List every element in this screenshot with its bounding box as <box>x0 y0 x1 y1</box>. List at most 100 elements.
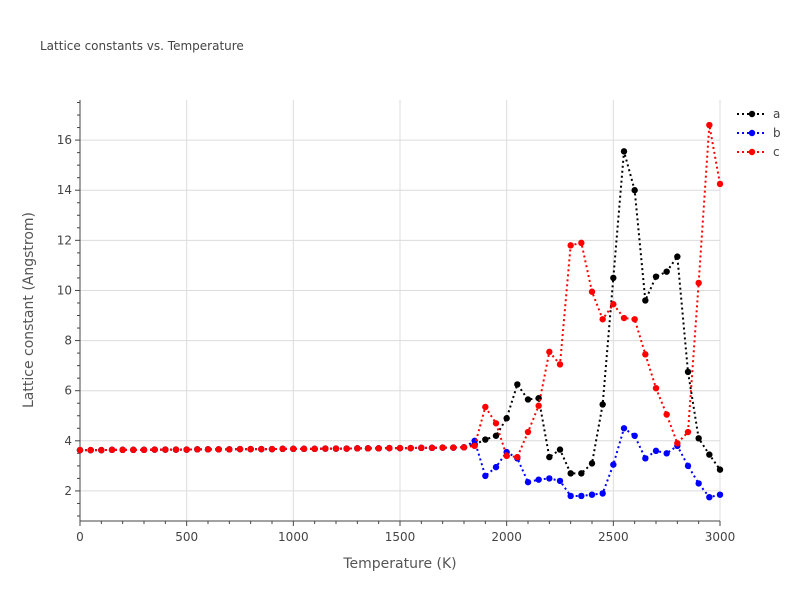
point-c <box>716 180 724 188</box>
point-c <box>108 446 116 454</box>
point-a <box>642 297 649 304</box>
point-a <box>567 470 574 477</box>
point-c <box>194 446 201 453</box>
point-c <box>482 403 489 411</box>
legend-swatch-marker <box>748 110 756 118</box>
point-c <box>418 444 425 452</box>
point-c <box>684 428 692 436</box>
point-c <box>471 442 478 450</box>
point-a <box>716 466 724 473</box>
x-tick-label: 2000 <box>491 530 522 544</box>
point-a <box>695 435 702 442</box>
point-c <box>428 444 436 452</box>
point-c <box>535 402 542 409</box>
point-c <box>290 445 297 453</box>
point-c <box>204 446 212 453</box>
point-a <box>482 436 489 443</box>
legend-label: a <box>773 107 780 121</box>
y-tick-label: 2 <box>64 484 72 498</box>
point-b <box>620 425 628 432</box>
legend-item-c[interactable]: c <box>737 145 780 159</box>
point-c <box>332 445 340 452</box>
point-b <box>578 492 585 500</box>
point-a <box>620 148 628 155</box>
point-a <box>610 274 617 282</box>
y-tick-label: 16 <box>57 133 72 147</box>
point-c <box>354 445 361 452</box>
point-c <box>588 288 596 295</box>
x-tick-label: 1000 <box>278 530 309 544</box>
point-a <box>514 381 521 388</box>
legend-item-b[interactable]: b <box>737 126 781 140</box>
y-tick-label: 4 <box>64 434 72 448</box>
point-b <box>524 478 532 486</box>
y-tick-label: 14 <box>57 183 72 197</box>
point-b <box>631 432 638 439</box>
point-c <box>215 446 222 453</box>
point-c <box>386 444 393 452</box>
point-a <box>578 470 585 477</box>
point-c <box>567 242 574 249</box>
point-b <box>716 491 724 498</box>
point-c <box>268 445 276 453</box>
point-b <box>599 490 606 497</box>
x-tick-label: 3000 <box>705 530 736 544</box>
x-tick-label: 0 <box>76 530 84 544</box>
point-b <box>706 493 713 501</box>
point-c <box>98 446 105 454</box>
point-c <box>76 446 84 454</box>
point-a <box>524 396 532 403</box>
point-c <box>140 446 148 454</box>
point-a <box>546 453 553 461</box>
legend-swatch-marker <box>748 129 756 137</box>
point-c <box>300 445 308 453</box>
point-b <box>492 463 500 471</box>
y-tick-label: 6 <box>64 384 72 398</box>
point-c <box>375 445 382 452</box>
y-axis-title: Lattice constant (Angstrom) <box>21 212 37 408</box>
point-c <box>343 445 350 452</box>
point-a <box>706 451 713 458</box>
y-tick-label: 12 <box>57 233 72 247</box>
point-c <box>236 445 244 453</box>
point-c <box>311 445 318 453</box>
x-tick-label: 2500 <box>598 530 629 544</box>
point-c <box>663 411 670 418</box>
point-c <box>279 445 286 453</box>
point-c <box>450 444 457 451</box>
point-b <box>556 477 564 485</box>
point-c <box>258 445 265 453</box>
legend-item-a[interactable]: a <box>737 107 780 121</box>
point-b <box>663 450 670 457</box>
point-c <box>642 351 649 358</box>
point-a <box>492 432 500 439</box>
point-c <box>151 446 158 453</box>
point-a <box>588 460 596 467</box>
point-c <box>674 440 681 447</box>
point-c <box>546 348 553 356</box>
point-c <box>130 446 137 454</box>
point-c <box>556 361 564 368</box>
point-c <box>322 445 329 452</box>
point-b <box>610 461 617 468</box>
point-c <box>247 445 254 453</box>
x-tick-label: 500 <box>175 530 198 544</box>
point-c <box>183 446 190 453</box>
point-b <box>695 480 702 487</box>
point-b <box>588 491 596 498</box>
point-c <box>631 316 638 323</box>
point-c <box>226 446 233 453</box>
point-c <box>396 444 404 452</box>
point-c <box>652 384 660 392</box>
point-b <box>684 462 692 470</box>
point-a <box>556 446 564 453</box>
point-c <box>524 428 532 436</box>
point-c <box>610 301 617 308</box>
point-a <box>674 253 681 260</box>
point-c <box>620 314 628 322</box>
point-c <box>695 279 702 287</box>
point-c <box>119 446 126 454</box>
y-tick-label: 8 <box>64 334 72 348</box>
legend[interactable]: abc <box>737 107 781 159</box>
